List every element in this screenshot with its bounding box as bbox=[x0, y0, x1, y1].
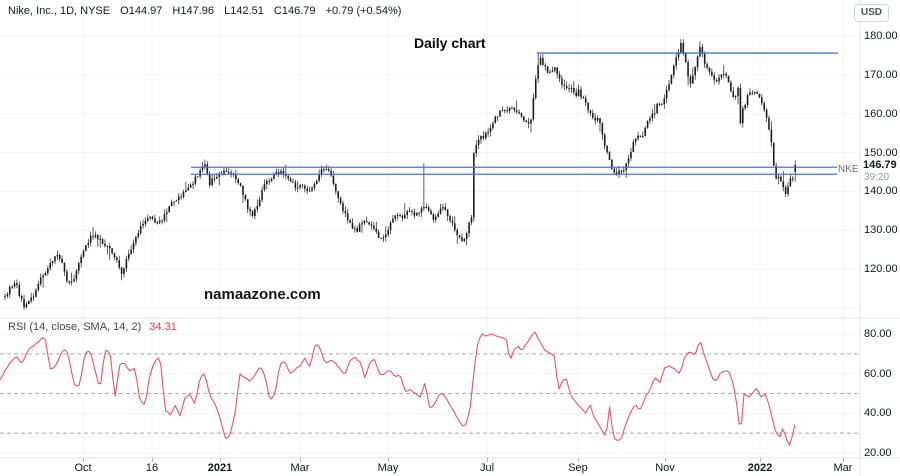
time-tick-mark bbox=[152, 458, 153, 462]
rsi-tick-label: 40.00 bbox=[864, 407, 892, 420]
time-tick-label: Jul bbox=[479, 462, 495, 474]
price-tick-label: 140.00 bbox=[864, 185, 898, 198]
ohlc-high: H147.96 bbox=[172, 5, 215, 17]
rsi-label[interactable]: RSI (14, close, SMA, 14, 2) bbox=[8, 321, 142, 333]
rsi-tick-label: 20.00 bbox=[864, 447, 892, 459]
daily-chart-annotation[interactable]: Daily chart bbox=[414, 35, 486, 51]
current-price-label: 146.79 bbox=[863, 159, 897, 171]
rsi-tick-label: 80.00 bbox=[864, 328, 892, 340]
time-tick-label: 2022 bbox=[747, 462, 773, 474]
ohlc-low: L142.51 bbox=[224, 5, 264, 17]
time-tick-label: Mar bbox=[833, 462, 853, 474]
time-tick-mark bbox=[220, 458, 221, 462]
price-tick-label: 160.00 bbox=[864, 107, 898, 120]
time-tick-mark bbox=[760, 458, 761, 462]
price-tick-label: 120.00 bbox=[864, 263, 898, 275]
ohlc-open: O144.97 bbox=[120, 5, 163, 17]
time-tick-label: 16 bbox=[145, 462, 159, 474]
rsi-tick-label: 60.00 bbox=[864, 367, 892, 380]
time-tick-label: Mar bbox=[290, 462, 310, 474]
ohlc-close: C146.79 bbox=[273, 5, 316, 17]
price-tick-label: 170.00 bbox=[864, 68, 898, 81]
time-tick-mark bbox=[388, 458, 389, 462]
time-tick-label: Oct bbox=[74, 462, 92, 474]
rsi-value: 34.31 bbox=[149, 321, 177, 333]
rsi-line[interactable] bbox=[0, 331, 796, 446]
price-line-symbol-label[interactable]: NKE bbox=[837, 164, 860, 175]
watermark: namaazone.com bbox=[204, 286, 321, 303]
chart-legend: Nike, Inc., 1D, NYSE O144.97 H147.96 L14… bbox=[8, 5, 408, 17]
time-tick-label: 2021 bbox=[207, 462, 233, 474]
change-value: +0.79 (+0.54%) bbox=[325, 5, 402, 17]
time-tick-mark bbox=[300, 458, 301, 462]
price-tick-label: 130.00 bbox=[864, 224, 898, 237]
time-tick-label: Nov bbox=[655, 462, 675, 474]
time-tick-mark bbox=[843, 458, 844, 462]
time-tick-label: Sep bbox=[568, 462, 588, 474]
time-tick-mark bbox=[83, 458, 84, 462]
time-tick-label: May bbox=[377, 462, 399, 474]
rsi-legend: RSI (14, close, SMA, 14, 2) 34.31 bbox=[8, 321, 177, 333]
price-tick-label: 150.00 bbox=[864, 146, 898, 159]
candlestick-series[interactable] bbox=[4, 39, 796, 310]
price-tick-label: 180.00 bbox=[864, 30, 898, 42]
time-tick-mark bbox=[578, 458, 579, 462]
price-axis[interactable]: 180.00 170.00 160.00 150.00 140.00 130.00 120.… bbox=[860, 0, 900, 459]
time-tick-mark bbox=[487, 458, 488, 462]
symbol-title[interactable]: Nike, Inc., 1D, NYSE bbox=[8, 5, 111, 17]
time-axis[interactable]: Oct 16 2021 Mar May Jul Sep Nov 2022 Mar bbox=[0, 458, 900, 476]
countdown-label: 39:20 bbox=[864, 172, 890, 183]
time-tick-mark bbox=[665, 458, 666, 462]
currency-button[interactable]: USD bbox=[853, 4, 889, 22]
